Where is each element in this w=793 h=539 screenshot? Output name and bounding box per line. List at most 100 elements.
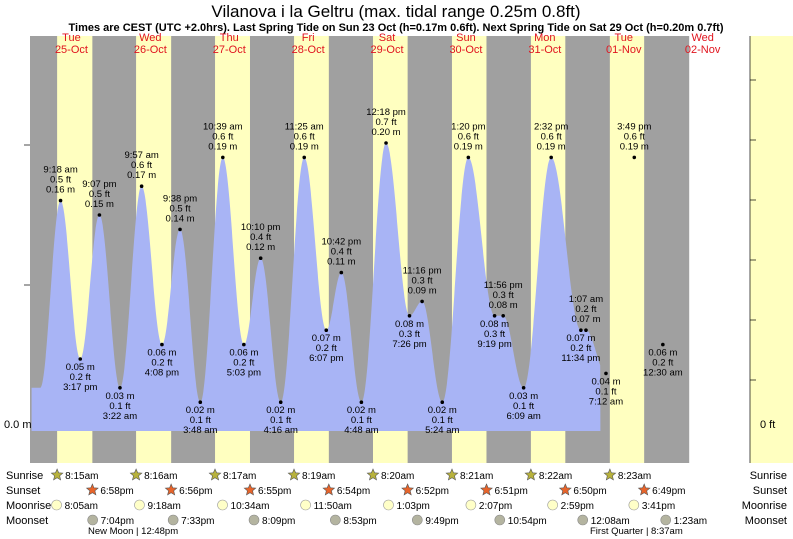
sunrise-icon [524, 468, 538, 481]
moonrise-time: 10:34am [231, 501, 270, 512]
tide-low-marker [440, 400, 445, 405]
tide-time-label: 11:16 pm [403, 265, 442, 276]
moonset-icon [87, 514, 98, 526]
tide-height-m-label: 0.17 m [127, 170, 156, 181]
moonrise-icon [300, 499, 311, 511]
tide-time-label: 10:42 pm [322, 237, 362, 248]
tide-height-ft-label: 0.6 ft [294, 131, 315, 142]
tide-time-label: 9:38 pm [163, 193, 197, 204]
day-date-label: 01-Nov [606, 44, 642, 56]
sunset-time: 6:54pm [337, 486, 370, 497]
moonrise-time: 2:59pm [561, 501, 594, 512]
moonrise-icon [51, 499, 62, 511]
moonset-time: 7:33pm [181, 516, 214, 527]
tide-time-label: 12:30 am [643, 368, 683, 379]
tide-time-label: 3:48 am [183, 425, 217, 436]
tide-height-m-label: 0.12 m [246, 242, 275, 253]
tide-high-marker [178, 227, 182, 232]
tide-height-ft-label: 0.1 ft [351, 415, 372, 426]
moonrise-time: 8:05am [65, 501, 98, 512]
row-label-moonrise-right: Moonrise [742, 500, 787, 512]
sunrise-time: 8:22am [539, 471, 572, 482]
tide-high-marker [339, 270, 344, 275]
tide-height-ft-label: 0.1 ft [270, 415, 291, 426]
day-date-label: 28-Oct [292, 44, 325, 56]
tide-time-label: 12:18 pm [366, 107, 406, 118]
tide-height-ft-label: 0.3 ft [484, 329, 505, 340]
chart-subtitle: Times are CEST (UTC +2.0hrs). Last Sprin… [69, 22, 724, 34]
tide-low-marker [278, 400, 283, 405]
day-date-label: 27-Oct [213, 44, 246, 56]
tide-time-label: 4:16 am [264, 425, 298, 436]
tide-time-label: 7:26 pm [392, 339, 426, 350]
sunrise-time: 8:15am [65, 471, 98, 482]
left-axis-zero-label: 0.0 m [4, 419, 32, 431]
sunrise-icon [366, 468, 380, 481]
tide-height-ft-label: 0.1 ft [595, 386, 616, 397]
tide-height-m-label: 0.08 m [480, 319, 509, 330]
tide-height-m-label: 0.20 m [372, 127, 401, 138]
tide-time-label: 9:18 am [43, 165, 77, 176]
sunset-time: 6:58pm [100, 486, 133, 497]
tide-low-marker [604, 371, 608, 376]
moonset-time: 1:23am [674, 516, 707, 527]
tide-height-m-label: 0.14 m [165, 213, 194, 224]
tide-height-m-label: 0.02 m [428, 405, 457, 416]
day-name-label: Sun [456, 32, 476, 44]
tide-time-label: 1:20 pm [451, 121, 485, 132]
tide-high-marker [549, 155, 553, 160]
tide-time-label: 6:09 am [506, 411, 540, 422]
day-date-label: 30-Oct [449, 44, 482, 56]
sunrise-time: 8:17am [223, 471, 256, 482]
tide-height-ft-label: 0.2 ft [575, 304, 596, 315]
tide-high-marker [302, 155, 307, 160]
tide-height-ft-label: 0.1 ft [109, 401, 130, 412]
day-name-label: Tue [614, 32, 633, 44]
moonrise-time: 3:41pm [642, 501, 675, 512]
sunset-time: 6:51pm [494, 486, 527, 497]
tide-height-m-label: 0.19 m [454, 141, 483, 152]
tide-high-marker [221, 155, 225, 160]
tide-time-label: 2:32 pm [534, 121, 568, 132]
moon-phase-label: First Quarter | 8:37am [590, 526, 683, 537]
moonrise-time: 1:03pm [397, 501, 430, 512]
tide-height-m-label: 0.19 m [620, 141, 649, 152]
tide-height-ft-label: 0.2 ft [70, 372, 91, 383]
tide-height-ft-label: 0.1 ft [190, 415, 211, 426]
tide-height-m-label: 0.08 m [489, 300, 518, 311]
tide-high-marker [501, 314, 505, 318]
tide-height-m-label: 0.06 m [648, 348, 677, 359]
right-axis-zero-label: 0 ft [760, 419, 775, 431]
moonrise-time: 11:50am [314, 501, 352, 512]
axis-ticks [24, 79, 756, 381]
tide-height-m-label: 0.16 m [46, 185, 75, 196]
tide-height-m-label: 0.19 m [290, 141, 319, 152]
row-label-sunset-right: Sunset [753, 485, 787, 497]
day-date-label: 29-Oct [371, 44, 404, 56]
tide-curve [31, 143, 601, 431]
tide-height-ft-label: 0.6 ft [624, 131, 645, 142]
tide-height-m-label: 0.03 m [105, 391, 134, 402]
tide-height-m-label: 0.11 m [327, 257, 355, 268]
tide-low-marker [78, 357, 83, 361]
day-date-label: 26-Oct [134, 44, 167, 56]
moonset-time: 10:54pm [508, 516, 547, 527]
day-name-label: Sat [379, 32, 396, 44]
moonrise-icon [217, 499, 228, 511]
sunset-time: 6:52pm [416, 486, 449, 497]
daylight-band [750, 36, 793, 463]
tide-height-ft-label: 0.6 ft [212, 131, 233, 142]
chart-title: Vilanova i la Geltru (max. tidal range 0… [211, 2, 580, 21]
tide-height-ft-label: 0.6 ft [541, 131, 562, 142]
moonset-icon [660, 514, 672, 526]
tide-height-ft-label: 0.1 ft [432, 415, 453, 426]
tide-height-m-label: 0.03 m [509, 391, 538, 402]
tide-time-label: 11:56 pm [484, 280, 523, 291]
sunrise-icon [50, 468, 64, 481]
tide-height-ft-label: 0.5 ft [50, 175, 71, 186]
tide-time-label: 6:07 pm [309, 353, 343, 364]
tide-low-marker [198, 400, 203, 405]
tide-high-marker [420, 299, 424, 304]
moonset-icon [167, 514, 179, 526]
tide-height-ft-label: 0.1 ft [513, 401, 534, 412]
